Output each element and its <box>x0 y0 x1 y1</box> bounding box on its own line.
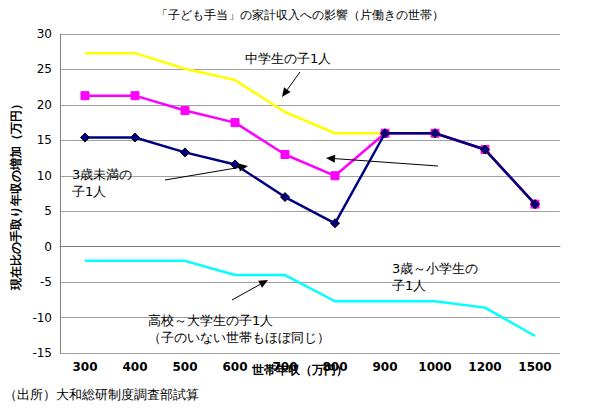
svg-text:900: 900 <box>372 360 397 374</box>
svg-text:1200: 1200 <box>468 360 501 374</box>
svg-text:高校～大学生の子1人: 高校～大学生の子1人 <box>148 313 273 328</box>
svg-text:-10: -10 <box>32 311 52 325</box>
svg-text:15: 15 <box>37 133 52 147</box>
svg-text:子1人: 子1人 <box>72 184 106 199</box>
svg-text:1000: 1000 <box>418 360 451 374</box>
svg-text:600: 600 <box>222 360 247 374</box>
svg-text:30: 30 <box>37 27 52 41</box>
svg-text:3歳未満の: 3歳未満の <box>72 167 132 182</box>
svg-text:（子のいない世帯もほぼ同じ）: （子のいない世帯もほぼ同じ） <box>148 330 330 345</box>
svg-text:0: 0 <box>44 240 52 254</box>
svg-text:1500: 1500 <box>518 360 551 374</box>
svg-text:400: 400 <box>122 360 147 374</box>
svg-text:10: 10 <box>37 169 52 183</box>
svg-text:子1人: 子1人 <box>392 278 426 293</box>
svg-text:-5: -5 <box>40 275 52 289</box>
svg-text:25: 25 <box>37 62 52 76</box>
svg-text:3歳～小学生の: 3歳～小学生の <box>392 261 478 276</box>
svg-text:現在比の手取り年収の増加（万円）: 現在比の手取り年収の増加（万円） <box>9 98 23 291</box>
svg-text:（出所）大和総研制度調査部試算: （出所）大和総研制度調査部試算 <box>4 387 199 402</box>
svg-text:中学生の子1人: 中学生の子1人 <box>245 51 331 66</box>
svg-text:300: 300 <box>72 360 97 374</box>
svg-text:世帯年収（万円）: 世帯年収（万円） <box>251 363 348 377</box>
svg-text:「子ども手当」の家計収入への影響（片働きの世帯）: 「子ども手当」の家計収入への影響（片働きの世帯） <box>156 8 444 22</box>
svg-text:500: 500 <box>172 360 197 374</box>
svg-text:5: 5 <box>44 204 52 218</box>
svg-text:20: 20 <box>37 98 52 112</box>
svg-text:-15: -15 <box>32 346 52 360</box>
